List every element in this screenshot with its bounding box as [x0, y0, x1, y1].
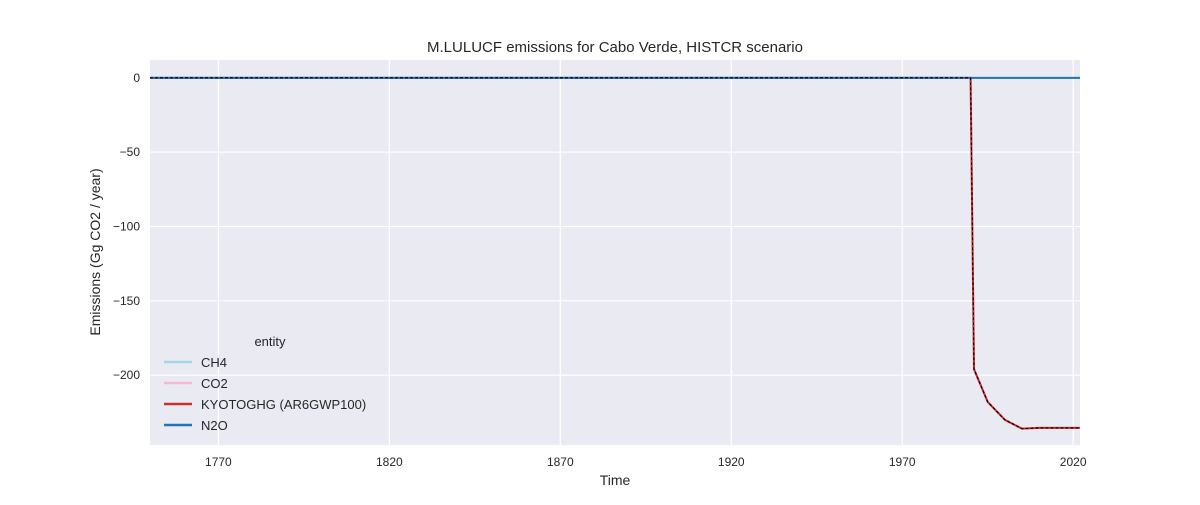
- y-axis-label: Emissions (Gg CO2 / year): [87, 168, 103, 335]
- legend: entity CH4 CO2 KYOTOGHG (AR6GWP100) N2O: [164, 334, 366, 433]
- x-axis-label: Time: [600, 472, 631, 488]
- plot-area: [150, 60, 1080, 445]
- y-tick-label: −200: [113, 368, 140, 382]
- y-tick-label: −50: [120, 145, 141, 159]
- legend-items: CH4 CO2 KYOTOGHG (AR6GWP100) N2O: [164, 355, 366, 433]
- legend-label: KYOTOGHG (AR6GWP100): [201, 397, 366, 412]
- legend-item: CH4: [164, 355, 227, 370]
- chart-title: M.LULUCF emissions for Cabo Verde, HISTC…: [427, 39, 803, 56]
- x-tick-label: 1820: [376, 455, 403, 469]
- legend-label: CH4: [201, 355, 227, 370]
- legend-item: KYOTOGHG (AR6GWP100): [164, 397, 366, 412]
- y-tick-label: 0: [133, 71, 140, 85]
- legend-item: CO2: [164, 376, 228, 391]
- x-tick-label: 1920: [718, 455, 745, 469]
- x-tick-label: 1970: [889, 455, 916, 469]
- x-tick-label: 1770: [205, 455, 232, 469]
- legend-label: CO2: [201, 376, 228, 391]
- series-line-dashed-overlay: [150, 77, 1080, 430]
- y-tick-label: −100: [113, 219, 140, 233]
- x-tick-label: 2020: [1060, 455, 1087, 469]
- legend-label: N2O: [201, 418, 228, 433]
- y-tick-label: −150: [113, 294, 140, 308]
- legend-title: entity: [254, 334, 286, 349]
- series-lines: [150, 76, 1080, 430]
- tick-labels: 1770 1820 1870 1920 1970 2020 0 −50 −100 −150 −200: [113, 71, 1087, 469]
- legend-item: N2O: [164, 418, 228, 433]
- x-tick-label: 1870: [547, 455, 574, 469]
